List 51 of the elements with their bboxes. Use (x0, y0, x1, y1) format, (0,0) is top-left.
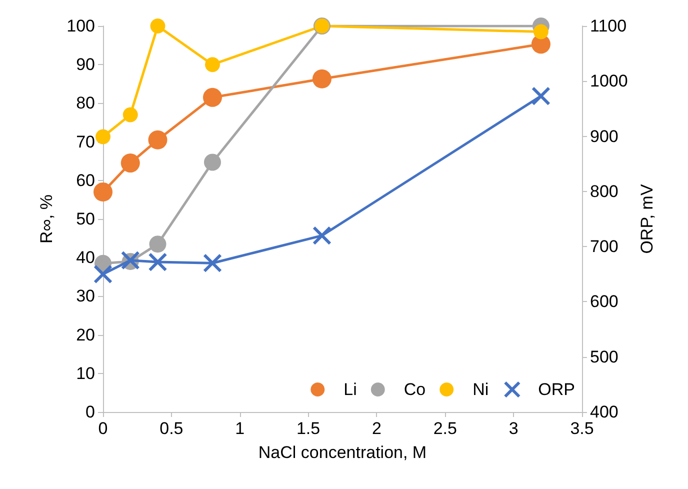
x-tick-label: 1.5 (296, 419, 320, 438)
point (150, 18, 166, 34)
point (94, 264, 112, 284)
y-tick-label: 20 (76, 325, 95, 344)
x-tick-label: 2 (372, 419, 382, 438)
x-tick-label: 3 (508, 419, 518, 438)
point (149, 236, 166, 253)
point (122, 107, 138, 122)
y2-tick-label: 400 (590, 402, 618, 422)
y-tick-label: 80 (76, 94, 95, 113)
legend-label: Li (344, 380, 357, 399)
point (203, 88, 222, 107)
point (204, 154, 221, 171)
y-tick-label: 30 (76, 286, 95, 306)
y-tick-label: 100 (66, 16, 95, 36)
legend-label: Ni (472, 380, 489, 399)
legend-label: Co (404, 380, 426, 399)
y-tick-label: 0 (86, 402, 95, 422)
y-tick-label: 40 (76, 248, 95, 268)
x-tick-label: 1 (235, 419, 245, 438)
y2-axis-title: ORP, mV (638, 184, 657, 254)
y2-tick-label: 900 (590, 126, 618, 146)
point (531, 86, 550, 106)
y-tick-label: 90 (76, 55, 95, 74)
point (205, 57, 220, 72)
x-tick-label: 0 (98, 419, 108, 438)
y2-tick-label: 700 (590, 237, 618, 256)
y2-tick-label: 1000 (590, 72, 628, 91)
y-tick-label: 50 (76, 210, 95, 228)
point (148, 252, 168, 272)
point (94, 182, 112, 202)
y2-tick-label: 800 (590, 182, 618, 201)
x-tick-label: 2.5 (433, 419, 457, 438)
point (120, 154, 140, 173)
point (148, 130, 168, 150)
y-tick-label: 60 (76, 170, 95, 190)
y2-tick-label: 500 (590, 347, 618, 366)
legend-label: ORP (538, 380, 576, 399)
x-axis-title: NaCl concentration, M (258, 443, 427, 462)
point (312, 69, 332, 88)
y2-tick-label: 600 (590, 292, 618, 312)
y-axis-title: R∞, % (37, 194, 56, 244)
point (533, 24, 548, 40)
y2-tick-label: 1100 (590, 16, 627, 36)
x-tick-label: 0.5 (160, 419, 184, 438)
point (202, 254, 222, 273)
point (312, 226, 332, 246)
y-tick-label: 10 (76, 364, 95, 383)
point (96, 129, 110, 144)
x-tick-label: 3.5 (570, 419, 594, 438)
y-tick-label: 70 (76, 132, 95, 152)
